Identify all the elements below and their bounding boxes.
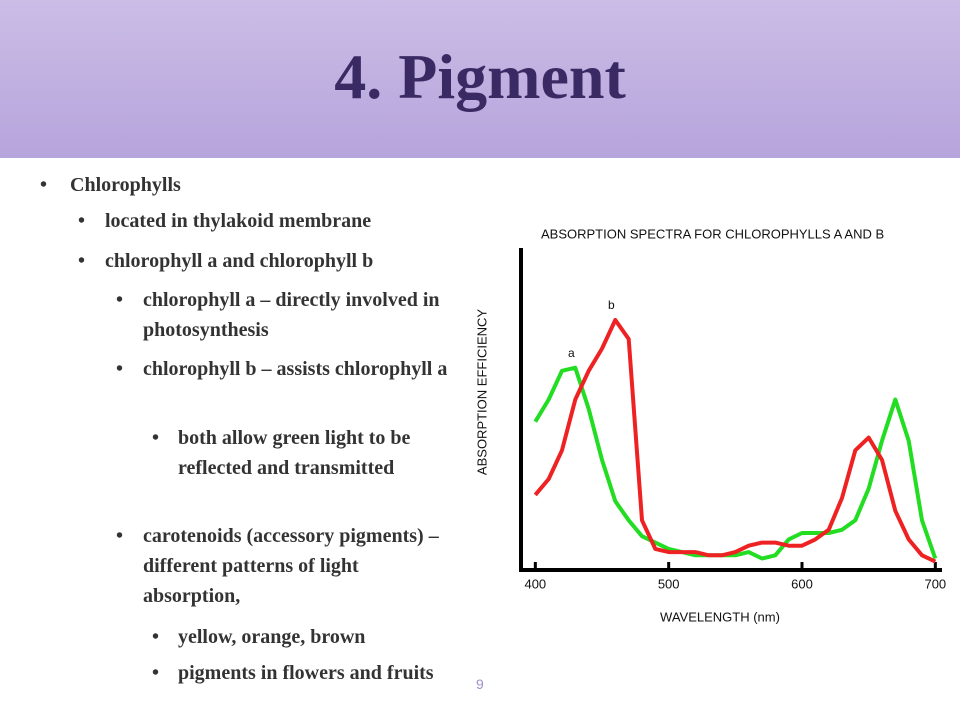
series-label: a	[568, 346, 575, 360]
bullet-text: yellow, orange, brown	[178, 626, 366, 648]
bullet-dot: •	[152, 427, 160, 449]
bullet-text: both allow green light to be reflected a…	[178, 427, 411, 479]
slide-title: 4. Pigment	[334, 41, 626, 112]
bullet-text: chlorophyll a and chlorophyll b	[105, 250, 374, 272]
bullet-text: chlorophyll a – directly involved in pho…	[143, 289, 440, 341]
series-line	[533, 365, 938, 561]
series-label: b	[608, 298, 615, 312]
bullet-dot: •	[78, 210, 86, 232]
x-axis-label: WAVELENGTH (nm)	[660, 609, 780, 624]
bullet-dot: •	[116, 525, 124, 547]
bullet-text: Chlorophylls	[70, 174, 181, 196]
bullet-text: carotenoids (accessory pigments) – diffe…	[143, 525, 439, 607]
bullet-text: pigments in flowers and fruits	[178, 662, 434, 684]
bullet-dot: •	[116, 289, 124, 311]
x-tick-label: 500	[658, 576, 680, 591]
x-tick-label: 600	[791, 576, 813, 591]
x-tick-label: 400	[524, 576, 546, 591]
bullet-dot: •	[152, 626, 160, 648]
bullet-dot: •	[40, 174, 48, 196]
bullet-dot: •	[152, 662, 160, 684]
x-tick-label: 700	[924, 576, 946, 591]
bullet-dot: •	[116, 358, 124, 380]
header-band	[0, 0, 960, 158]
page-number: 9	[476, 676, 484, 692]
series-line	[533, 318, 937, 564]
bullet-dot: •	[78, 250, 86, 272]
bullet-text: chlorophyll b – assists chlorophyll a	[143, 358, 448, 380]
y-axis-label: ABSORPTION EFFICIENCY	[474, 309, 489, 475]
bullet-text: located in thylakoid membrane	[105, 210, 372, 232]
chart-title: ABSORPTION SPECTRA FOR CHLOROPHYLLS A AN…	[541, 226, 884, 241]
